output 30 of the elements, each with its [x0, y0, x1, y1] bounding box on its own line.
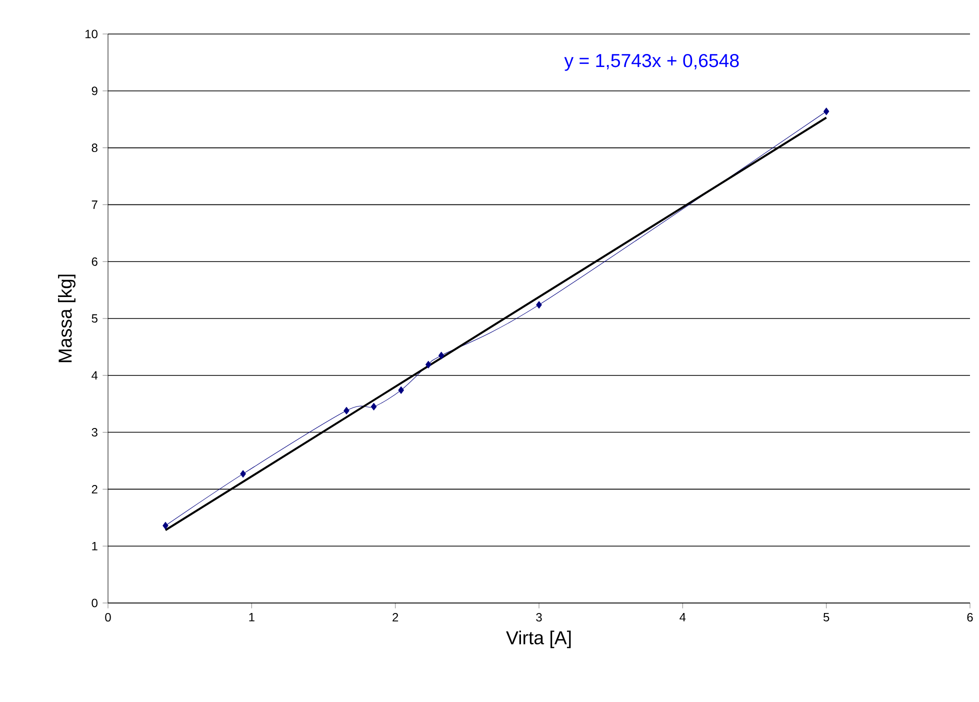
- y-tick-label: 9: [92, 86, 98, 96]
- y-tick-label: 2: [92, 484, 98, 494]
- point: [823, 108, 830, 116]
- x-tick-label: 0: [105, 613, 111, 622]
- y-tick-label: 5: [92, 314, 98, 323]
- point: [536, 301, 542, 309]
- y-tick-label: 10: [86, 30, 98, 38]
- y-tick-label: 8: [92, 144, 98, 152]
- x-tick-label: 6: [967, 613, 973, 622]
- annotation: y = 1,5743x + 0,6548: [564, 54, 739, 71]
- x-tick-label: 3: [536, 613, 542, 622]
- point: [398, 386, 404, 394]
- y-tick-label: 7: [92, 200, 98, 209]
- point: [344, 406, 350, 414]
- y-tick-label: 6: [92, 257, 98, 266]
- point: [162, 522, 168, 530]
- x-tick-label: 4: [680, 613, 686, 622]
- x-tick-label: 5: [823, 613, 830, 622]
- point: [426, 360, 432, 368]
- y-tick-label: 3: [92, 428, 98, 437]
- y-axis-title: Massa [kg]: [58, 274, 76, 362]
- x-axis-title: Virta [A]: [506, 630, 571, 648]
- y-tick-label: 1: [92, 542, 98, 550]
- point: [370, 402, 377, 410]
- y-tick-label: 4: [92, 371, 98, 380]
- x-tick-label: 2: [392, 613, 398, 622]
- point: [438, 352, 444, 360]
- x-tick-label: 1: [249, 613, 254, 622]
- y-tick-label: 0: [92, 598, 98, 608]
- point: [240, 470, 246, 478]
